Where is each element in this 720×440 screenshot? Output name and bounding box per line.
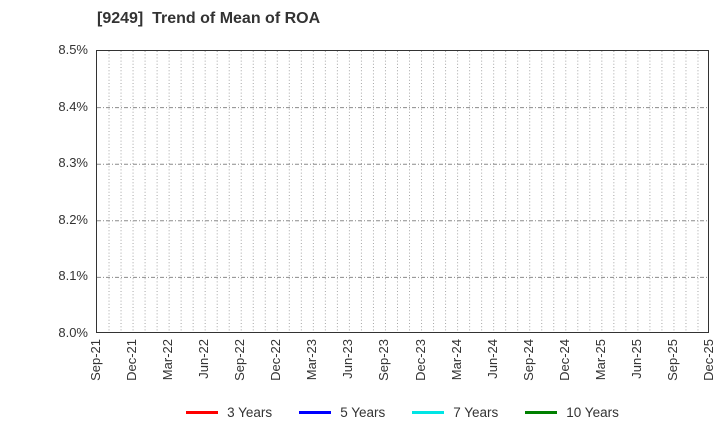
x-tick-label: Dec-22 — [268, 339, 284, 381]
x-tick-label: Sep-25 — [664, 339, 680, 381]
legend-label: 3 Years — [227, 404, 273, 420]
x-tick-label: Mar-23 — [304, 339, 320, 381]
y-tick-label: 8.3% — [58, 155, 88, 171]
plot-area — [96, 50, 709, 333]
legend-item: 7 Years — [412, 405, 498, 420]
x-tick-label: Jun-23 — [340, 339, 356, 379]
legend-line-swatch — [525, 410, 558, 414]
x-tick-label: Dec-25 — [701, 339, 716, 381]
legend-item: 5 Years — [299, 405, 385, 420]
x-tick-label: Mar-24 — [448, 339, 464, 381]
y-tick-label: 8.4% — [58, 98, 88, 114]
legend-item: 3 Years — [186, 405, 272, 420]
x-tick-label: Dec-21 — [124, 339, 140, 381]
legend: 3 Years 5 Years 7 Years 10 Years — [96, 400, 709, 424]
legend-item: 10 Years — [525, 405, 619, 420]
x-tick-label: Sep-23 — [376, 339, 392, 381]
legend-line-swatch — [299, 410, 332, 414]
x-tick-label: Jun-25 — [628, 339, 644, 379]
x-tick-label: Jun-24 — [484, 339, 500, 379]
legend-label: 5 Years — [340, 404, 386, 420]
y-tick-label: 8.5% — [58, 42, 88, 57]
gridlines-canvas — [97, 51, 708, 332]
legend-label: 10 Years — [566, 404, 619, 420]
x-tick-label: Sep-24 — [520, 339, 536, 381]
x-tick-label: Dec-24 — [556, 339, 572, 381]
x-tick-label: Mar-25 — [592, 339, 608, 381]
x-tick-label: Dec-23 — [412, 339, 428, 381]
x-tick-label: Sep-21 — [88, 339, 103, 381]
x-tick-label: Jun-22 — [196, 339, 212, 379]
legend-label: 7 Years — [453, 404, 499, 420]
legend-line-swatch — [412, 410, 445, 414]
legend-line-swatch — [186, 410, 219, 414]
y-tick-label: 8.2% — [58, 211, 88, 227]
chart-title: [9249] Trend of Mean of ROA — [97, 10, 321, 27]
y-tick-label: 8.0% — [58, 325, 88, 340]
x-tick-label: Mar-22 — [160, 339, 176, 381]
x-tick-label: Sep-22 — [232, 339, 248, 381]
y-tick-label: 8.1% — [58, 268, 88, 284]
